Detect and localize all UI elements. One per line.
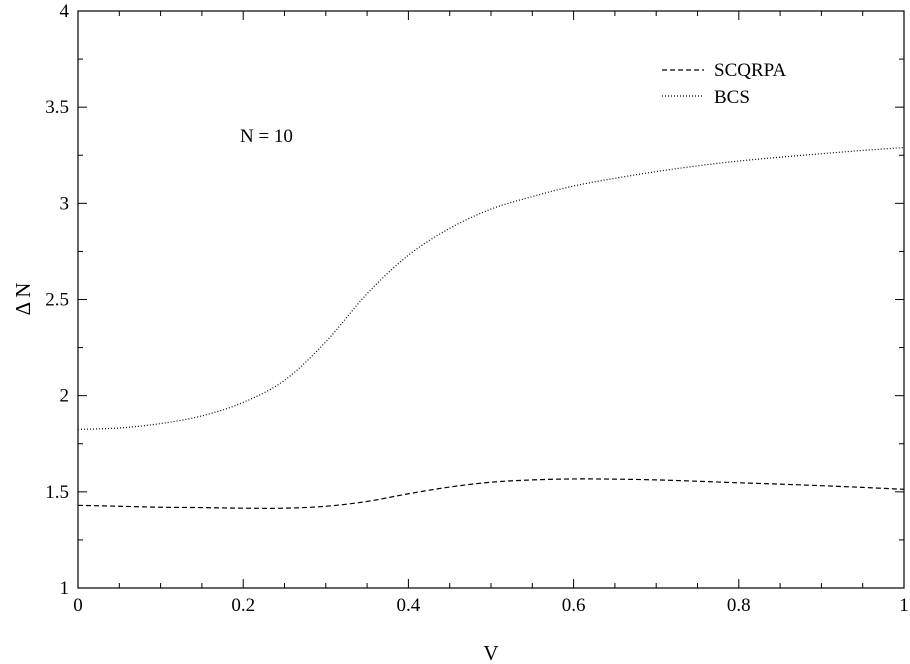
x-tick-label: 0.8 [727, 595, 751, 616]
y-tick-label: 4 [60, 1, 70, 22]
legend-label-scqrpa: SCQRPA [714, 60, 786, 81]
x-tick-label: 0 [73, 595, 83, 616]
y-tick-label: 1 [60, 578, 70, 599]
y-tick-label: 3 [60, 193, 70, 214]
tick-labels: 0 0.2 0.4 0.6 0.8 1 1 1.5 2 2.5 3 3.5 4 [45, 1, 909, 616]
y-tick-label: 1.5 [45, 482, 69, 503]
x-tick-label: 0.2 [231, 595, 255, 616]
x-tick-label: 1 [899, 595, 909, 616]
y-tick-label: 3.5 [45, 97, 69, 118]
series-lines [77, 146, 905, 509]
y-axis-title: Δ N [11, 283, 35, 316]
series-line-scqrpa [77, 478, 905, 509]
y-tick-label: 2.5 [45, 290, 69, 311]
series-line-bcs [77, 146, 905, 430]
legend-label-bcs: BCS [714, 87, 750, 108]
annotation-n: N = 10 [240, 126, 293, 147]
axis-ticks [77, 10, 905, 589]
x-tick-label: 0.6 [562, 595, 586, 616]
x-axis-title: V [483, 641, 498, 664]
x-tick-label: 0.4 [397, 595, 421, 616]
plot-frame [77, 10, 905, 589]
legend: SCQRPA BCS [662, 60, 786, 108]
y-tick-label: 2 [60, 386, 70, 407]
